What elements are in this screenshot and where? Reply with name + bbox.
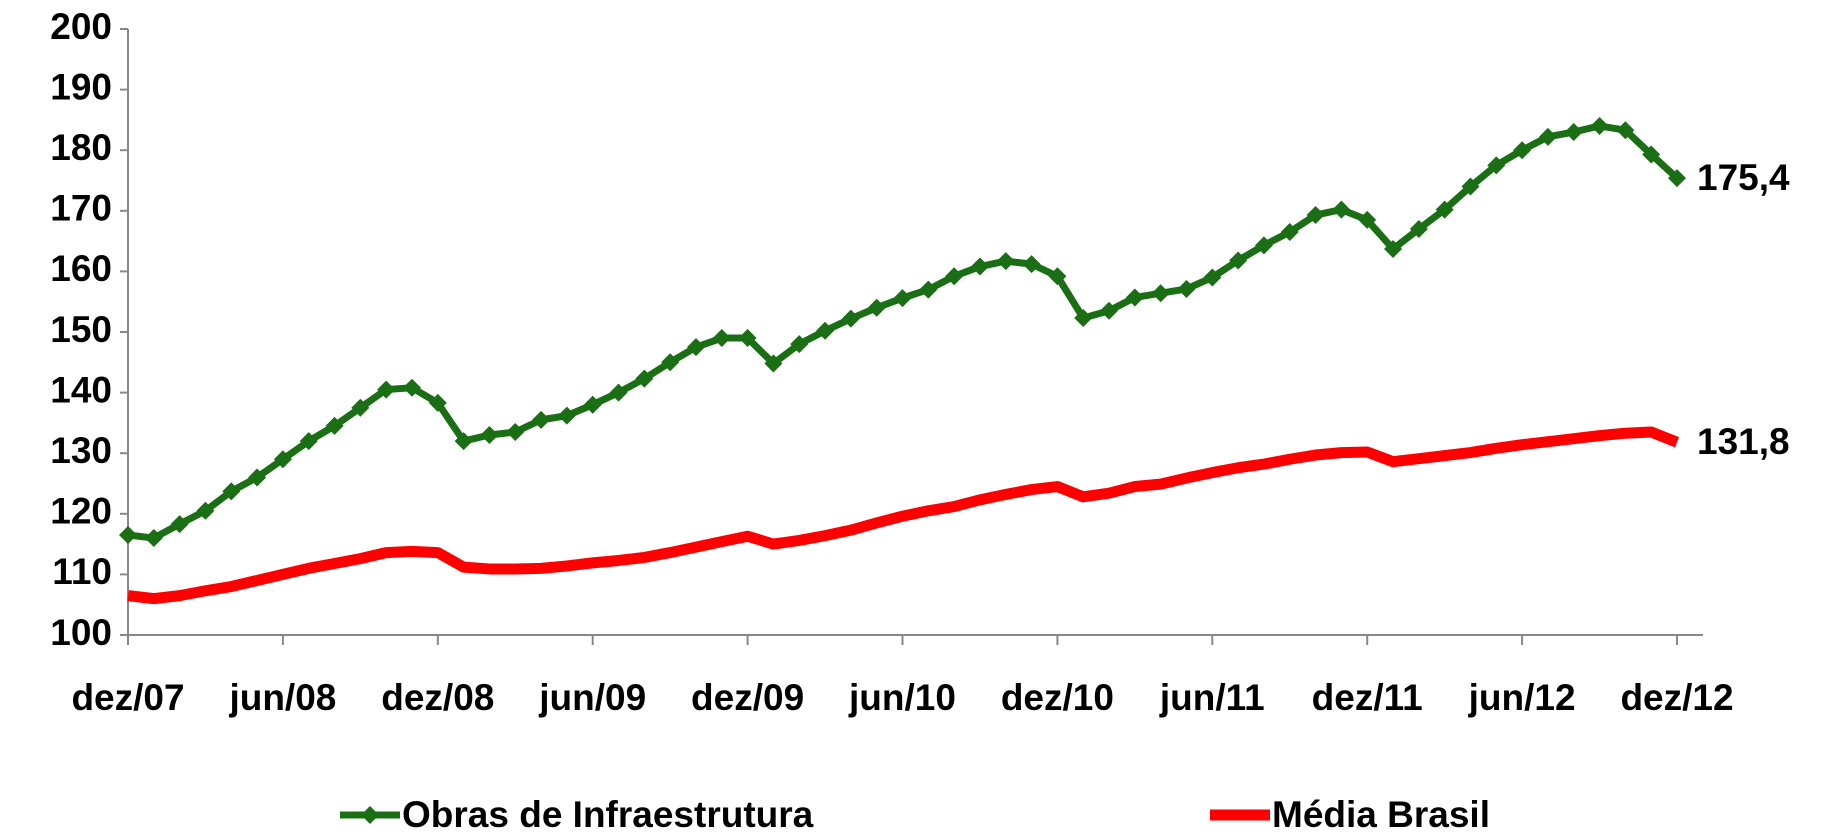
marker (893, 289, 912, 308)
marker (273, 450, 292, 469)
marker (1487, 156, 1506, 175)
y-tick-label: 190 (50, 66, 112, 107)
marker (454, 432, 473, 451)
marker (1616, 121, 1635, 140)
marker (144, 529, 163, 548)
marker (790, 335, 809, 354)
marker (1409, 219, 1428, 238)
legend-marker (361, 806, 379, 824)
marker (1590, 116, 1609, 135)
x-tick-label: dez/07 (71, 677, 184, 718)
marker (841, 309, 860, 328)
y-tick-label: 160 (50, 248, 112, 289)
marker (1022, 255, 1041, 274)
marker (583, 395, 602, 414)
marker (1435, 200, 1454, 219)
y-tick-label: 150 (50, 309, 112, 350)
marker (970, 257, 989, 276)
marker (1564, 123, 1583, 142)
data-label: 131,8 (1697, 421, 1790, 462)
legend-label: Média Brasil (1272, 794, 1490, 835)
marker (738, 329, 757, 348)
y-tick-label: 100 (50, 612, 112, 653)
y-tick-label: 110 (52, 551, 112, 592)
marker (816, 321, 835, 340)
marker (428, 393, 447, 412)
marker (1358, 210, 1377, 229)
marker (1306, 206, 1325, 225)
x-tick-label: jun/08 (228, 677, 336, 718)
marker (1668, 169, 1686, 188)
marker (557, 406, 576, 425)
marker (1203, 268, 1222, 287)
y-tick-label: 130 (50, 430, 112, 471)
marker (170, 515, 189, 534)
marker (1332, 200, 1351, 219)
marker (377, 380, 396, 399)
marker (325, 416, 344, 435)
marker (1461, 177, 1480, 196)
marker (1642, 145, 1661, 164)
marker (1513, 141, 1532, 160)
x-tick-label: jun/09 (538, 677, 646, 718)
data-label: 175,4 (1697, 157, 1790, 198)
marker (609, 383, 628, 402)
marker (1151, 284, 1170, 303)
marker (119, 526, 137, 545)
marker (919, 280, 938, 299)
marker (196, 501, 215, 520)
series-line (127, 122, 1680, 542)
marker (1538, 127, 1557, 146)
marker (222, 482, 241, 501)
x-tick-label: dez/11 (1312, 677, 1423, 718)
marker (686, 338, 705, 357)
marker (351, 398, 370, 417)
y-tick-label: 140 (50, 369, 112, 410)
marker (867, 298, 886, 317)
y-tick-label: 200 (50, 6, 112, 47)
marker (506, 422, 525, 441)
marker (480, 426, 499, 445)
y-tick-label: 120 (50, 491, 112, 532)
x-tick-label: dez/08 (381, 677, 494, 718)
marker (996, 252, 1015, 271)
marker (299, 432, 318, 451)
marker (945, 267, 964, 286)
x-tick-label: dez/09 (691, 677, 804, 718)
x-tick-label: jun/11 (1159, 677, 1265, 718)
marker (248, 468, 267, 487)
marker (1280, 223, 1299, 242)
y-tick-label: 180 (50, 127, 112, 168)
marker (1074, 309, 1093, 328)
x-tick-label: dez/12 (1620, 677, 1733, 718)
marker (532, 410, 551, 429)
marker (661, 353, 680, 372)
x-tick-label: jun/12 (1468, 677, 1576, 718)
marker (1177, 279, 1196, 298)
marker (635, 369, 654, 388)
x-tick-label: dez/10 (1001, 677, 1114, 718)
marker (1100, 301, 1119, 320)
marker (1125, 288, 1144, 307)
series-line (127, 426, 1680, 605)
marker (764, 354, 783, 373)
legend-label: Obras de Infraestrutura (402, 794, 814, 835)
marker (1048, 267, 1067, 286)
marker (402, 378, 421, 397)
marker (712, 329, 731, 348)
x-tick-label: jun/10 (848, 677, 956, 718)
marker (1254, 236, 1273, 255)
marker (1229, 251, 1248, 270)
y-tick-label: 170 (50, 188, 112, 229)
marker (1384, 239, 1403, 258)
